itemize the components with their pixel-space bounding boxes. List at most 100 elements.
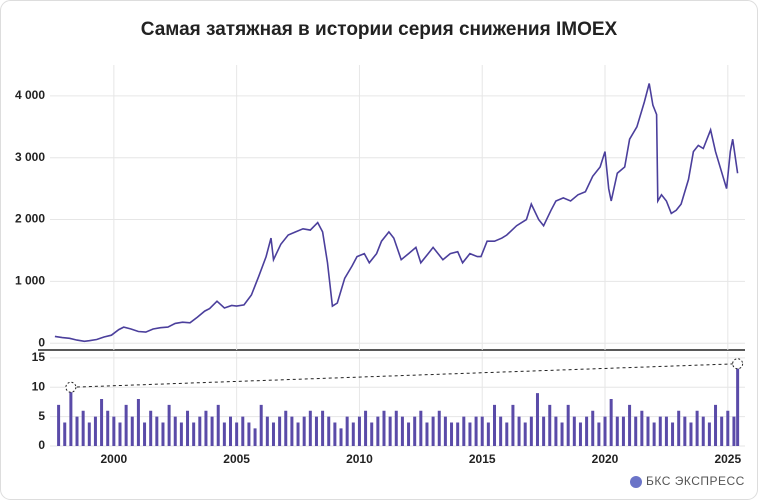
bar: [69, 387, 73, 446]
y-tick-label: 2 000: [15, 212, 45, 226]
y-tick-label: 10: [32, 379, 46, 393]
bar: [542, 416, 546, 446]
chart-title: Самая затяжная в истории серия снижения …: [141, 19, 618, 40]
bar: [732, 416, 736, 446]
y-tick-label: 0: [38, 438, 45, 452]
bar: [450, 422, 454, 446]
bar: [658, 416, 662, 446]
bar: [701, 416, 705, 446]
y-tick-label: 15: [32, 350, 46, 364]
bar: [615, 416, 619, 446]
bar: [443, 416, 447, 446]
bar: [517, 416, 521, 446]
bar: [677, 410, 681, 446]
bar: [149, 410, 153, 446]
y-tick-label: 5: [38, 409, 45, 423]
bar: [216, 404, 220, 446]
bar: [204, 410, 208, 446]
bar: [683, 416, 687, 446]
bar: [425, 422, 429, 446]
bar: [192, 422, 196, 446]
bar: [566, 404, 570, 446]
bar: [155, 416, 159, 446]
annotation-circle: [732, 358, 744, 370]
bar: [57, 404, 61, 446]
logo-icon: [630, 476, 642, 488]
y-tick-label: 0: [38, 335, 45, 349]
bar: [376, 416, 380, 446]
x-tick-label: 2015: [469, 452, 496, 466]
bar: [357, 416, 361, 446]
bar: [382, 410, 386, 446]
bar: [671, 422, 675, 446]
bar: [394, 410, 398, 446]
bar: [222, 422, 226, 446]
bar: [431, 416, 435, 446]
bar: [572, 416, 576, 446]
bar: [621, 416, 625, 446]
bar: [720, 416, 724, 446]
bar: [523, 422, 527, 446]
bar: [468, 422, 472, 446]
bar: [327, 416, 331, 446]
bar: [535, 393, 539, 446]
bar: [419, 410, 423, 446]
bar: [437, 410, 441, 446]
bar: [560, 422, 564, 446]
bar: [652, 422, 656, 446]
bar: [640, 410, 644, 446]
bar: [87, 422, 91, 446]
bar: [413, 416, 417, 446]
bar: [100, 399, 104, 446]
bar: [284, 410, 288, 446]
y-tick-label: 4 000: [15, 88, 45, 102]
bar: [364, 410, 368, 446]
bar: [493, 404, 497, 446]
bar: [259, 404, 263, 446]
bar: [726, 410, 730, 446]
bar: [173, 416, 177, 446]
bar: [235, 422, 239, 446]
bar: [578, 422, 582, 446]
bar: [499, 416, 503, 446]
bar: [400, 416, 404, 446]
bar: [486, 422, 490, 446]
bar: [179, 422, 183, 446]
y-tick-label: 3 000: [15, 150, 45, 164]
bar: [130, 416, 134, 446]
bar: [290, 416, 294, 446]
bar: [198, 416, 202, 446]
bar: [124, 404, 128, 446]
bar: [554, 416, 558, 446]
bar: [351, 422, 355, 446]
x-tick-label: 2005: [223, 452, 250, 466]
annotation-circle: [65, 381, 77, 393]
bar: [308, 410, 312, 446]
bar: [388, 416, 392, 446]
bar: [321, 410, 325, 446]
bar: [112, 416, 116, 446]
bar: [736, 363, 740, 446]
bar: [81, 410, 85, 446]
logo: БКС ЭКСПРЕСС: [630, 474, 745, 488]
bar: [585, 416, 589, 446]
bar: [136, 399, 140, 446]
bar: [186, 410, 190, 446]
logo-text: БКС ЭКСПРЕСС: [646, 474, 745, 488]
bar: [597, 422, 601, 446]
bar: [474, 416, 478, 446]
bar: [247, 422, 251, 446]
bar: [634, 416, 638, 446]
bar: [695, 410, 699, 446]
bar: [271, 422, 275, 446]
bar: [714, 404, 718, 446]
bar: [118, 422, 122, 446]
bar: [75, 416, 79, 446]
y-tick-label: 1 000: [15, 274, 45, 288]
bar: [161, 422, 165, 446]
bar: [529, 416, 533, 446]
bar: [548, 404, 552, 446]
bar: [689, 422, 693, 446]
bar: [407, 422, 411, 446]
